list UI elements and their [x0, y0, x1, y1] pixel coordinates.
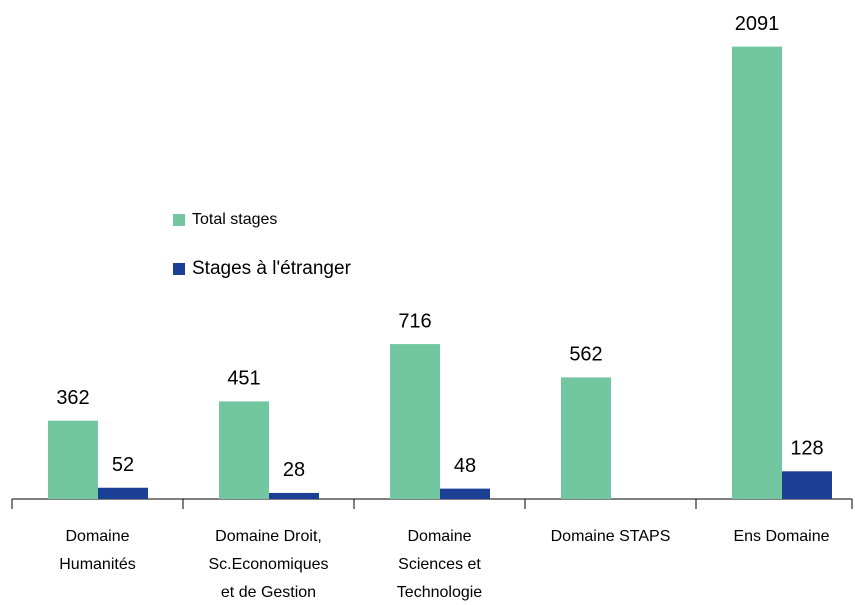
bar — [219, 401, 269, 499]
value-label: 48 — [454, 455, 476, 477]
x-tick-label: Domaine Humanités — [59, 528, 135, 573]
value-label: 52 — [112, 454, 134, 476]
bar — [98, 487, 148, 499]
legend-label: Stages à l'étranger — [192, 258, 352, 279]
bar — [48, 420, 98, 499]
value-label: 716 — [398, 310, 431, 332]
value-label: 128 — [790, 438, 823, 460]
x-tick-label: Ens Domaine — [733, 528, 829, 545]
bar — [732, 46, 782, 499]
legend-swatch — [173, 214, 185, 226]
bar — [782, 471, 832, 499]
value-label: 562 — [569, 344, 602, 366]
x-tick-label: Domaine STAPS — [551, 528, 671, 545]
x-tick-label: Domaine Droit, Sc.Economiques et de Gestio… — [208, 528, 328, 601]
value-label: 362 — [56, 387, 89, 409]
x-tick-label: Domaine Sciences et Technologie — [397, 528, 483, 601]
legend-swatch — [173, 263, 185, 275]
bar — [440, 488, 490, 499]
value-label: 451 — [227, 368, 260, 390]
value-label: 2091 — [735, 13, 780, 35]
legend-label: Total stages — [192, 211, 277, 228]
bar — [390, 344, 440, 499]
value-label: 28 — [283, 459, 305, 481]
bar — [269, 492, 319, 499]
bar — [561, 377, 611, 499]
